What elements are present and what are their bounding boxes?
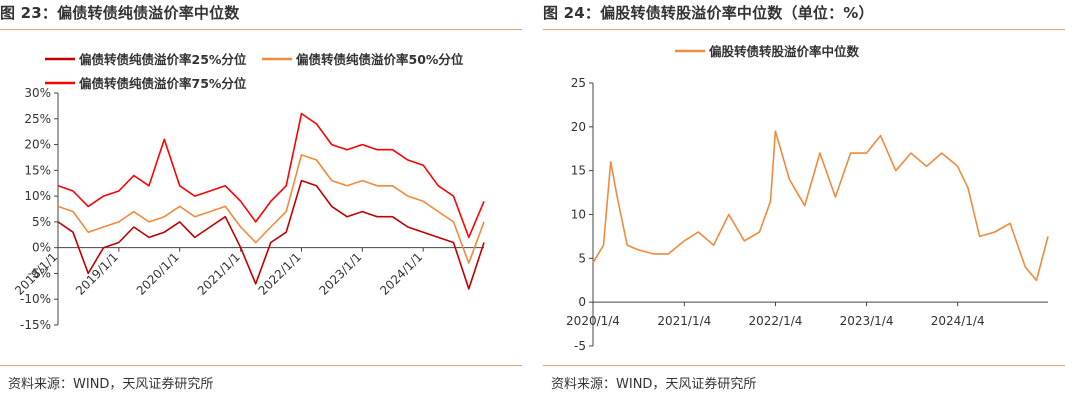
series-line-0 <box>592 130 1049 282</box>
y-tick-label: 10 <box>571 208 586 222</box>
y-tick-label: 25 <box>571 76 586 90</box>
legend-label: 偏债转债纯债溢价率50%分位 <box>296 52 464 67</box>
figure-23-panel: 图 23：偏债转债纯债溢价率中位数 30% 25% 20% 15% 10% 5% 0% -5%… <box>0 0 522 400</box>
y-tick-label: 25% <box>24 112 51 126</box>
legend-label: 偏债转债纯债溢价率25%分位 <box>79 52 247 67</box>
x-tick-label: 2021/1/4 <box>657 314 711 328</box>
x-tick-label: 2023/1/1 <box>316 250 364 298</box>
title-rule <box>543 29 1065 30</box>
y-tick-label: 15 <box>571 164 586 178</box>
figure-title: 图 24：偏股转债转股溢价率中位数（单位：%） <box>543 4 874 22</box>
x-tick-label: 2024/1/1 <box>377 250 425 298</box>
legend-label: 偏股转债转股溢价率中位数 <box>709 44 860 59</box>
series-line-2 <box>57 112 485 239</box>
series-line-0 <box>57 179 485 290</box>
y-tick-label: 5% <box>32 215 51 229</box>
y-tick-label: 15% <box>24 163 51 177</box>
legend-label: 偏债转债纯债溢价率75%分位 <box>79 76 247 91</box>
series-line-1 <box>57 154 485 264</box>
x-tick-label: 2020/1/4 <box>566 314 620 328</box>
y-tick-label: 20% <box>24 138 51 152</box>
x-tick-label: 2021/1/1 <box>195 250 243 298</box>
x-tick-label: 2024/1/4 <box>931 314 985 328</box>
x-tick-label: 2020/1/1 <box>134 250 182 298</box>
chart-area: 25 20 15 10 5 0 -5 2020/1/4 2021/1/4 2022/1/4 2023… <box>566 44 1049 353</box>
figure-title: 图 23：偏债转债纯债溢价率中位数 <box>0 4 240 22</box>
figure-24-panel: 图 24：偏股转债转股溢价率中位数（单位：%） 25 20 15 10 5 0 -5 2020… <box>543 0 1065 400</box>
chart-area: 30% 25% 20% 15% 10% 5% 0% -5% -10% -15% 2018/1/1 20… <box>12 52 485 332</box>
source-rule <box>0 365 522 366</box>
y-tick-label: 5 <box>578 251 586 265</box>
source-note: 资料来源：WIND，天风证券研究所 <box>8 377 214 392</box>
x-tick-label: 2018/1/1 <box>12 250 60 298</box>
y-tick-label: 30% <box>24 86 51 100</box>
y-tick-label: 20 <box>571 120 586 134</box>
y-tick-label: -15% <box>20 318 51 332</box>
title-rule <box>0 29 522 30</box>
source-note: 资料来源：WIND，天风证券研究所 <box>551 377 757 392</box>
y-tick-label: -5% <box>28 266 51 280</box>
source-rule <box>543 365 1065 366</box>
y-tick-label: 10% <box>24 189 51 203</box>
y-tick-label: 0% <box>32 241 51 255</box>
x-tick-label: 2019/1/1 <box>73 250 121 298</box>
x-tick-label: 2022/1/4 <box>748 314 802 328</box>
x-tick-label: 2023/1/4 <box>840 314 894 328</box>
x-tick-label: 2022/1/1 <box>256 250 304 298</box>
y-tick-label: -10% <box>20 292 51 306</box>
y-tick-label: -5 <box>574 339 586 353</box>
y-tick-label: 0 <box>578 295 586 309</box>
